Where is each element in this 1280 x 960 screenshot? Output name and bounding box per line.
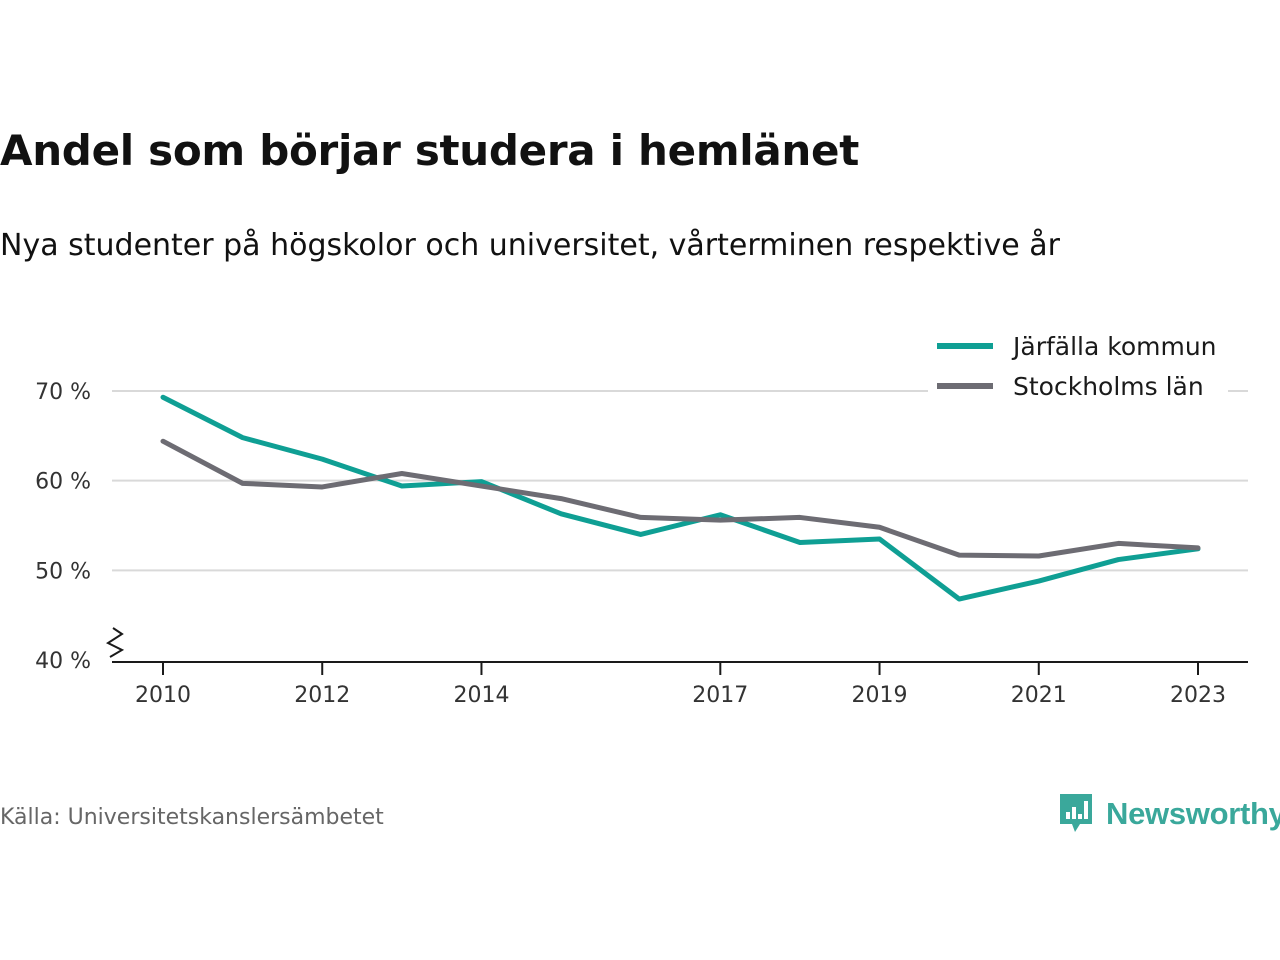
data-point bbox=[717, 517, 723, 523]
y-tick-label: 70 % bbox=[35, 380, 91, 405]
axis-break-icon bbox=[105, 627, 125, 658]
legend-background bbox=[928, 322, 1228, 410]
y-tick-label: 50 % bbox=[35, 559, 91, 584]
data-point bbox=[1036, 553, 1042, 559]
series-line-1 bbox=[160, 394, 1201, 602]
data-point bbox=[638, 531, 644, 537]
data-point bbox=[240, 435, 246, 441]
x-tick-label: 2023 bbox=[1170, 683, 1226, 708]
data-point bbox=[956, 552, 962, 558]
x-axis: 2010 2012 2014 2017 2019 2021 2023 bbox=[105, 627, 1248, 708]
x-tick-label: 2021 bbox=[1011, 683, 1067, 708]
brand-name: Newsworthy bbox=[1106, 796, 1280, 831]
x-tick-label: 2019 bbox=[852, 683, 908, 708]
data-point bbox=[956, 596, 962, 602]
gridlines bbox=[112, 390, 1248, 572]
series-lines bbox=[160, 394, 1201, 602]
data-point bbox=[877, 536, 883, 542]
data-point bbox=[319, 484, 325, 490]
data-point bbox=[160, 394, 166, 400]
data-point bbox=[399, 470, 405, 476]
data-point bbox=[717, 512, 723, 518]
series-line-2 bbox=[160, 438, 1201, 559]
data-point bbox=[1195, 545, 1201, 551]
data-point bbox=[1115, 557, 1121, 563]
data-point bbox=[877, 524, 883, 530]
x-tick-label: 2017 bbox=[692, 683, 748, 708]
newsworthy-logo-icon bbox=[1060, 794, 1092, 832]
chart-title: Andel som börjar studera i hemlänet bbox=[0, 126, 859, 175]
y-axis-ticks: 40 % 50 % 60 % 70 % bbox=[35, 380, 91, 674]
data-point bbox=[399, 483, 405, 489]
data-point bbox=[558, 496, 564, 502]
y-tick-label: 40 % bbox=[35, 649, 91, 674]
data-point bbox=[1115, 540, 1121, 546]
legend-label: Järfälla kommun bbox=[1011, 332, 1217, 361]
source-note: Källa: Universitetskanslersämbetet bbox=[0, 805, 384, 830]
legend: Järfälla kommun Stockholms län bbox=[928, 322, 1228, 410]
data-point bbox=[319, 456, 325, 462]
data-point bbox=[558, 511, 564, 517]
data-point bbox=[240, 480, 246, 486]
data-point bbox=[478, 483, 484, 489]
x-tick-label: 2014 bbox=[453, 683, 509, 708]
data-point bbox=[638, 514, 644, 520]
data-point bbox=[160, 438, 166, 444]
x-tick-label: 2010 bbox=[135, 683, 191, 708]
data-point bbox=[797, 514, 803, 520]
data-point bbox=[797, 540, 803, 546]
y-tick-label: 60 % bbox=[35, 470, 91, 495]
data-point bbox=[1036, 578, 1042, 584]
line-chart: 40 % 50 % 60 % 70 % 2010 2012 2014 2017 2019 202… bbox=[35, 322, 1248, 708]
chart-subtitle: Nya studenter på högskolor och universit… bbox=[0, 228, 1060, 263]
brand-logo: Newsworthy bbox=[1058, 792, 1280, 836]
x-tick-label: 2012 bbox=[294, 683, 350, 708]
legend-label: Stockholms län bbox=[1013, 372, 1204, 401]
